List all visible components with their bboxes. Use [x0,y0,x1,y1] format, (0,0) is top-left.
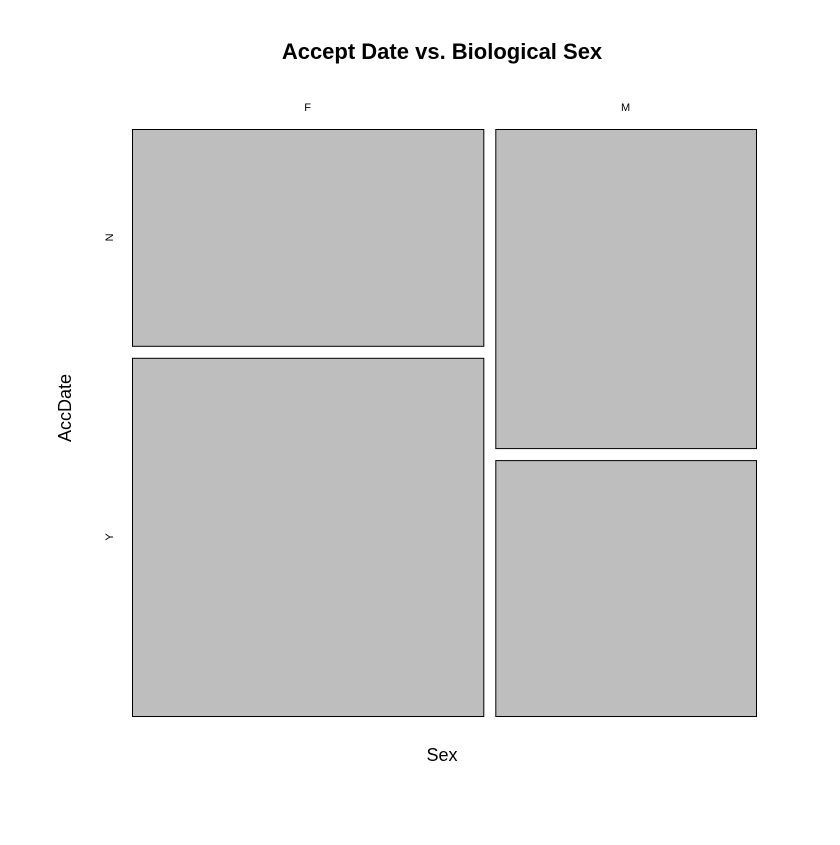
mosaic-tiles [132,129,757,717]
tile-m-y [495,460,757,717]
y-tick-label-y: Y [104,533,116,541]
x-tick-label-f: F [304,102,311,114]
x-axis-label: Sex [426,745,457,765]
tile-f-y [132,357,485,717]
tile-m-n [495,129,757,450]
x-tick-label-m: M [621,102,630,114]
chart-title: Accept Date vs. Biological Sex [282,39,603,64]
y-axis-label: AccDate [55,374,75,442]
y-tick-label-n: N [104,233,116,241]
tile-f-n [132,129,485,347]
y-tick-labels: NY [104,233,116,540]
